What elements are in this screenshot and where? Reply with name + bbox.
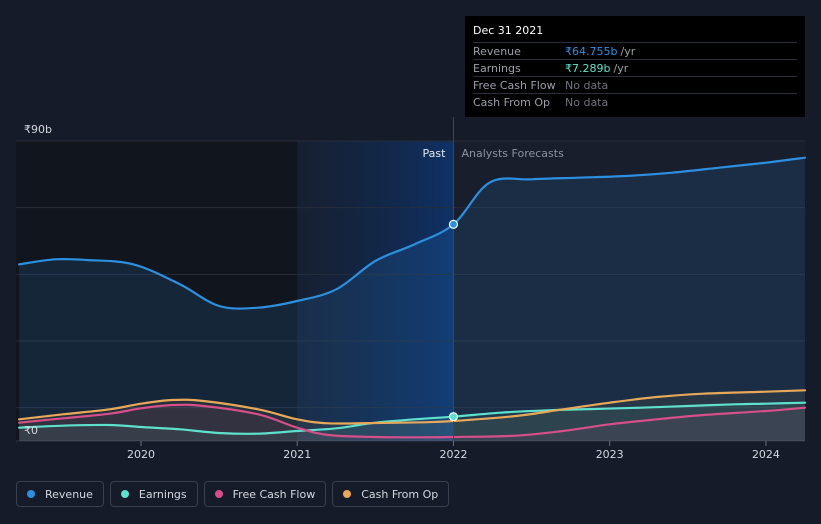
legend-label: Free Cash Flow: [232, 487, 316, 501]
tooltip-date: Dec 31 2021: [473, 24, 544, 37]
x-tick-label: 2022: [439, 448, 467, 461]
cursor-markers: [448, 219, 459, 422]
cursor-marker-earnings: [448, 412, 459, 422]
series-area-revenue: [19, 157, 805, 441]
y-tick-label-top: ₹90b: [24, 123, 52, 136]
legend-dot-icon: [120, 490, 129, 498]
legend-dot-icon: [343, 490, 352, 498]
tooltip-row-revenue: Revenue ₹64.755b/yr: [473, 42, 797, 59]
legend-dot-icon: [214, 490, 223, 498]
past-region-highlight: [297, 141, 454, 441]
tooltip-value: ₹64.755b/yr: [565, 44, 636, 58]
legend-item-revenue[interactable]: Revenue: [16, 481, 104, 507]
x-tick-label: 2021: [283, 448, 311, 461]
tooltip-row-earnings: Earnings ₹7.289b/yr: [473, 59, 797, 76]
series-line-free-cash-flow: [18, 403, 807, 439]
x-tick-label: 2023: [596, 448, 624, 461]
x-tick-label: 2024: [752, 448, 780, 461]
legend-label: Revenue: [45, 487, 93, 501]
legend-item-earnings[interactable]: Earnings: [109, 481, 198, 507]
tooltip: Dec 31 2021 Revenue ₹64.755b/yr Earnings…: [465, 16, 805, 117]
series-lines: [18, 156, 807, 439]
legend-label: Earnings: [138, 487, 187, 501]
cursor-marker-revenue: [448, 219, 459, 229]
tooltip-label: Cash From Op: [473, 95, 551, 109]
y-tick-label-bottom: ₹0: [24, 424, 38, 437]
legend-dot-icon: [27, 490, 35, 498]
tooltip-row-free-cash-flow: Free Cash Flow No data: [473, 76, 797, 93]
forecast-label: Analysts Forecasts: [461, 147, 564, 160]
tooltip-value: No data: [565, 78, 609, 92]
x-axis: 2020 2021 2022 2023 2024: [127, 441, 780, 461]
series-line-earnings: [18, 401, 807, 435]
tooltip-label: Revenue: [473, 44, 521, 58]
tooltip-value: ₹7.289b/yr: [565, 61, 629, 75]
legend-label: Cash From Op: [361, 487, 439, 501]
legend-item-free-cash-flow[interactable]: Free Cash Flow: [203, 481, 327, 507]
series-line-cash-from-op: [18, 389, 807, 425]
legend: Revenue Earnings Free Cash Flow Cash Fro…: [16, 481, 450, 507]
tooltip-label: Earnings: [473, 61, 521, 75]
tooltip-label: Free Cash Flow: [473, 78, 556, 92]
x-tick-label: 2020: [127, 448, 155, 461]
past-region-dark: [16, 141, 298, 441]
past-label: Past: [423, 147, 447, 160]
tooltip-value: No data: [565, 95, 609, 109]
tooltip-row-cash-from-op: Cash From Op No data: [473, 93, 797, 110]
legend-item-cash-from-op[interactable]: Cash From Op: [332, 481, 450, 507]
series-line-revenue: [18, 156, 807, 310]
